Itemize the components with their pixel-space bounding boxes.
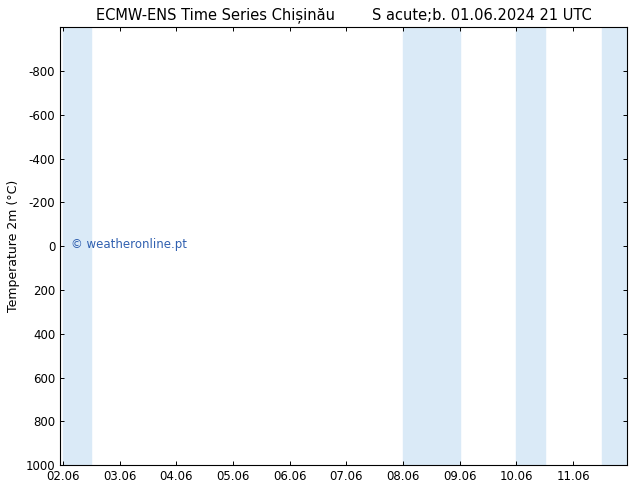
- Bar: [517, 27, 545, 465]
- Bar: [602, 27, 634, 465]
- Y-axis label: Temperature 2m (°C): Temperature 2m (°C): [7, 180, 20, 312]
- Title: ECMW-ENS Time Series Chișinău        S acute;b. 01.06.2024 21 UTC: ECMW-ENS Time Series Chișinău S acute;b.…: [96, 7, 592, 23]
- Bar: [63, 27, 91, 465]
- Text: © weatheronline.pt: © weatheronline.pt: [72, 238, 187, 250]
- Bar: [403, 27, 460, 465]
